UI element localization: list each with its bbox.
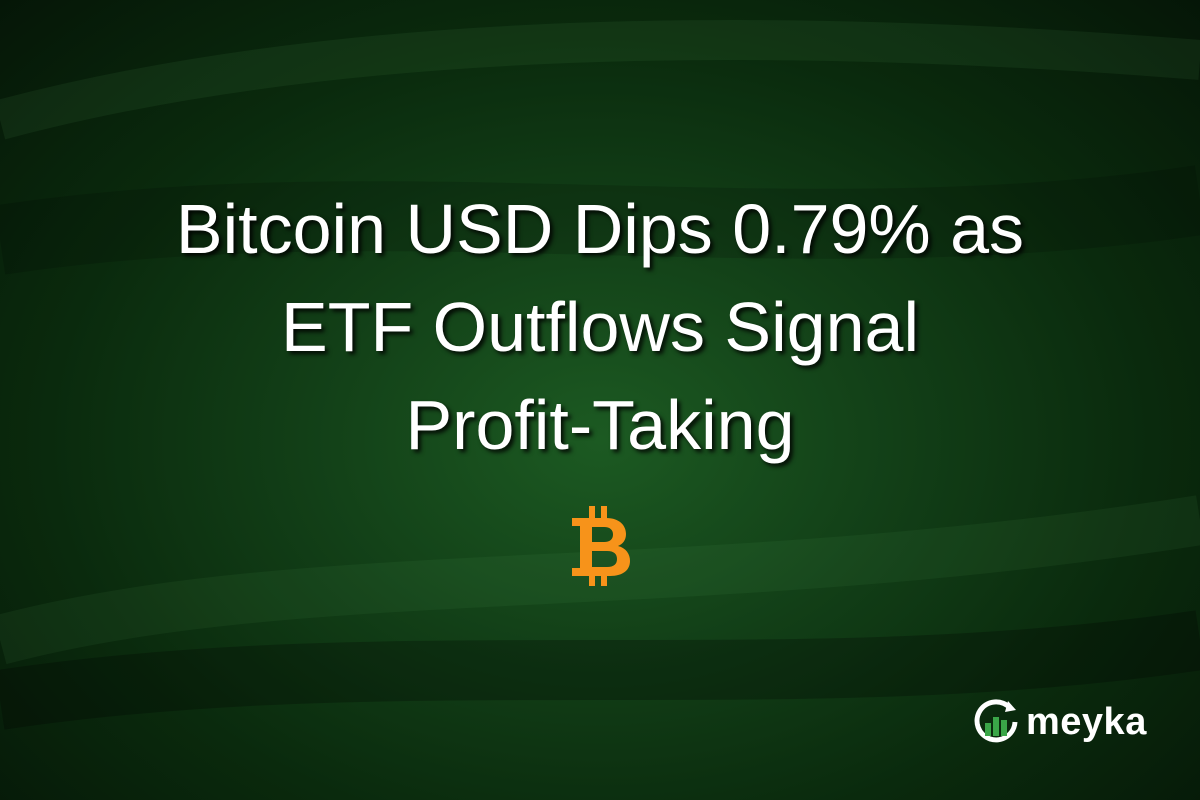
meyka-logo-text: meyka [1026, 700, 1147, 743]
meyka-logo: meyka [972, 698, 1147, 746]
headline-line-3: Profit-Taking [405, 386, 795, 464]
headline-line-2: ETF Outflows Signal [281, 288, 919, 366]
headline: Bitcoin USD Dips 0.79% as ETF Outflows S… [0, 180, 1200, 474]
meyka-logo-icon [974, 699, 1018, 743]
headline-line-1: Bitcoin USD Dips 0.79% as [175, 190, 1025, 268]
bitcoin-icon [572, 506, 630, 586]
